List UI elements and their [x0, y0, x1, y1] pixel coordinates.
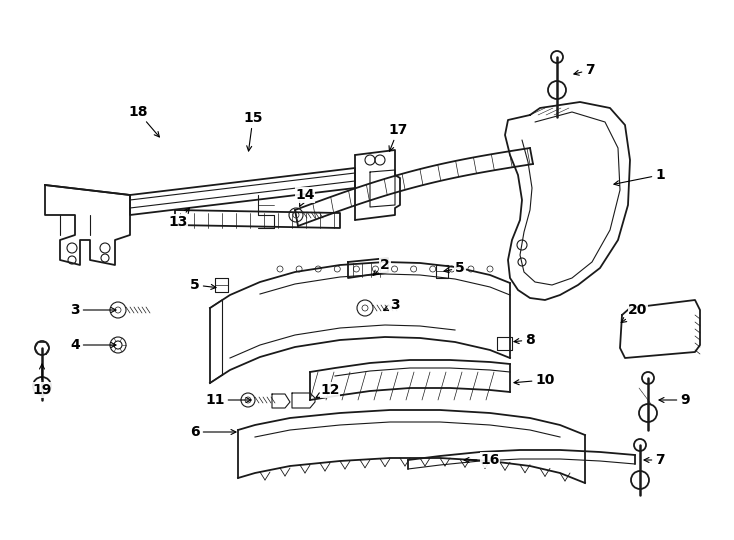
- Text: 4: 4: [70, 338, 116, 352]
- Text: 7: 7: [644, 453, 665, 467]
- Text: 18: 18: [128, 105, 159, 137]
- Text: 6: 6: [190, 425, 236, 439]
- Text: 16: 16: [464, 453, 500, 467]
- Text: 13: 13: [168, 208, 189, 229]
- Text: 3: 3: [384, 298, 400, 312]
- Text: 7: 7: [574, 63, 595, 77]
- Text: 9: 9: [659, 393, 690, 407]
- Text: 17: 17: [388, 123, 407, 151]
- Text: 3: 3: [70, 303, 116, 317]
- Text: 19: 19: [32, 364, 51, 397]
- Text: 20: 20: [621, 303, 647, 322]
- Text: 11: 11: [206, 393, 251, 407]
- Text: 14: 14: [295, 188, 315, 206]
- Text: 12: 12: [316, 383, 340, 397]
- Text: 5: 5: [444, 261, 465, 275]
- Text: 10: 10: [514, 373, 555, 387]
- Text: 1: 1: [614, 168, 665, 186]
- Text: 15: 15: [243, 111, 263, 151]
- Text: 2: 2: [373, 258, 390, 275]
- Text: 5: 5: [190, 278, 216, 292]
- Text: 8: 8: [514, 333, 535, 347]
